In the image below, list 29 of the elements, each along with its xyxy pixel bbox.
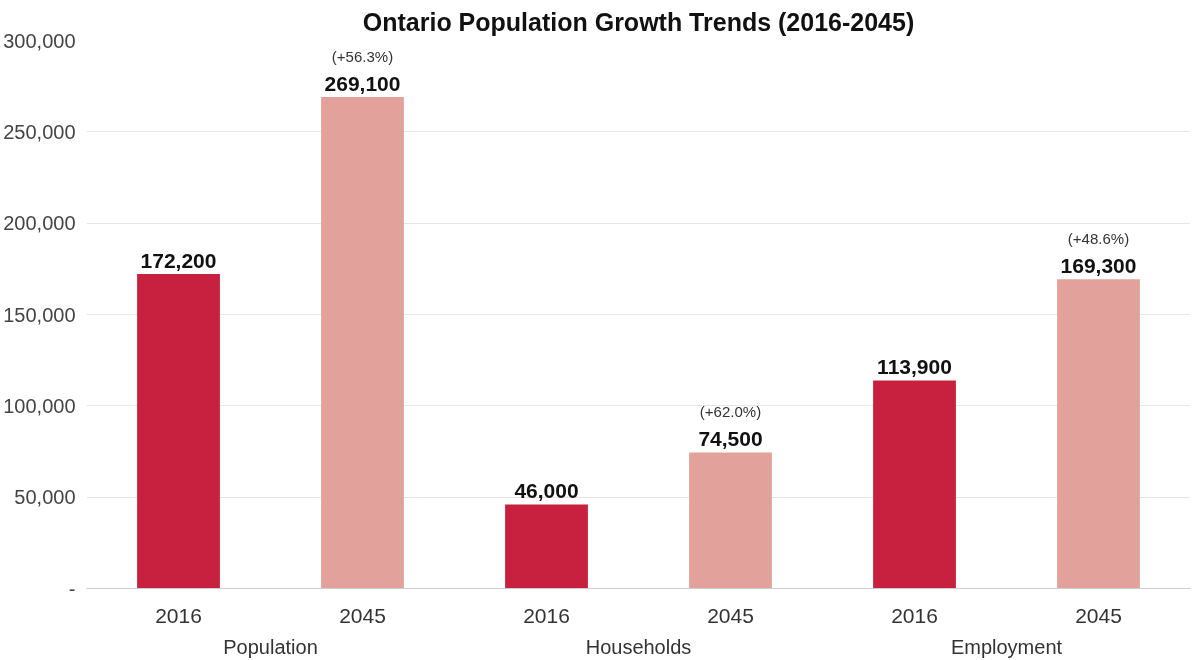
y-tick-label: 50,000 [14,486,76,509]
bar [137,273,220,589]
data-label: (+48.6%) 169,300 [1060,230,1137,278]
text: Population [223,635,318,658]
x-tick-label: 2045 [707,603,754,627]
bar [321,96,404,589]
x-tick-label: 2016 [155,603,202,627]
x-tick-label: 2045 [339,603,386,627]
y-tick-label: 200,000 [3,212,76,235]
text: Households [585,635,692,658]
y-tick-label: 300,000 [3,29,76,52]
data-label: 46,000 [514,479,579,503]
y-tick-label: - [68,577,76,600]
bar [1057,279,1140,589]
bar [873,380,956,589]
data-label: 172,200 [140,248,217,272]
x-tick-label: 2016 [523,603,570,627]
chart-title: Ontario Population Growth Trends (2016-2045) [362,7,915,36]
data-label: (+62.0%) 74,500 [698,403,763,451]
data-label: 113,900 [877,355,952,379]
y-tick-label: 250,000 [3,120,76,143]
data-label: (+56.3%) 269,100 [324,47,401,95]
x-tick-label: 2045 [1075,603,1122,627]
text: Employment [950,635,1063,658]
bar [505,504,588,589]
x-tick-label: 2016 [891,603,938,627]
y-tick-label: 100,000 [3,394,76,417]
y-tick-label: 150,000 [3,303,76,326]
bar [689,452,772,589]
